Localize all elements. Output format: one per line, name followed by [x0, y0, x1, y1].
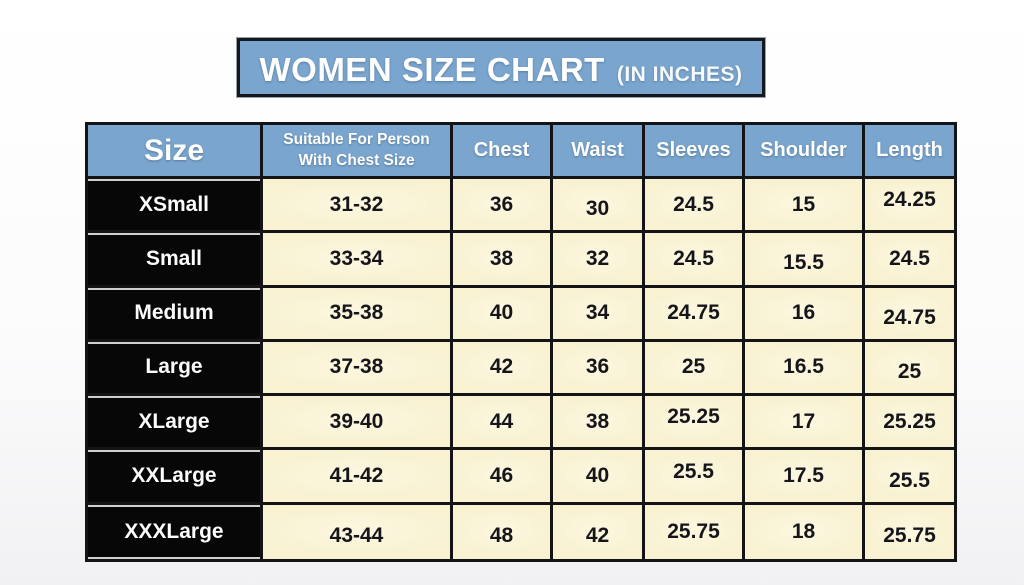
cell-xxlarge-waist: 40	[553, 450, 645, 505]
cell-xsmall-length: 24.25	[865, 179, 954, 234]
chart-title: WOMEN SIZE CHART	[259, 51, 605, 88]
size-label-large: Large	[88, 341, 263, 397]
size-label-small: Small	[88, 233, 263, 288]
column-header-chest: Chest	[453, 125, 553, 179]
cell-small-sleeves: 24.5	[645, 233, 745, 288]
cell-xlarge-sleeves: 25.25	[645, 396, 745, 451]
cell-medium-suitable: 35-38	[263, 287, 453, 342]
column-header-shoulder: Shoulder	[745, 125, 865, 179]
cell-xlarge-shoulder: 17	[745, 396, 865, 451]
cell-medium-chest: 40	[453, 287, 553, 342]
cell-xxlarge-shoulder: 17.5	[745, 450, 865, 505]
cell-large-length: 25	[865, 341, 954, 397]
cell-large-chest: 42	[453, 341, 553, 397]
cell-xxlarge-chest: 46	[453, 450, 553, 505]
cell-xsmall-sleeves: 24.5	[645, 179, 745, 234]
column-header-suitable-line1: Suitable For Person	[283, 131, 430, 149]
cell-xxxlarge-shoulder: 18	[745, 504, 865, 559]
cell-xsmall-shoulder: 15	[745, 179, 865, 234]
column-header-sleeves: Sleeves	[645, 125, 745, 179]
column-header-suitable-line2: With Chest Size	[298, 151, 415, 169]
cell-xxxlarge-chest: 48	[453, 504, 553, 559]
column-header-waist: Waist	[553, 125, 645, 179]
size-label-xlarge: XLarge	[88, 396, 263, 451]
cell-large-suitable: 37-38	[263, 341, 453, 397]
size-label-xsmall: XSmall	[88, 179, 263, 234]
column-header-size: Size	[88, 125, 263, 179]
cell-xlarge-chest: 44	[453, 396, 553, 451]
size-label-medium: Medium	[88, 287, 263, 342]
size-label-xxxlarge: XXXLarge	[88, 504, 263, 559]
cell-large-shoulder: 16.5	[745, 341, 865, 397]
cell-medium-sleeves: 24.75	[645, 287, 745, 342]
column-header-suitable-chest-size: Suitable For Person With Chest Size	[263, 125, 453, 179]
cell-small-chest: 38	[453, 233, 553, 288]
cell-xlarge-length: 25.25	[865, 396, 954, 451]
cell-xxlarge-suitable: 41-42	[263, 450, 453, 505]
cell-large-sleeves: 25	[645, 341, 745, 397]
chart-title-banner: WOMEN SIZE CHART (IN INCHES)	[237, 38, 765, 97]
cell-xxxlarge-sleeves: 25.75	[645, 504, 745, 559]
cell-xxlarge-length: 25.5	[865, 450, 954, 505]
cell-xlarge-suitable: 39-40	[263, 396, 453, 451]
cell-medium-waist: 34	[553, 287, 645, 342]
cell-xxlarge-sleeves: 25.5	[645, 450, 745, 505]
cell-xsmall-suitable: 31-32	[263, 179, 453, 234]
cell-xlarge-waist: 38	[553, 396, 645, 451]
cell-small-suitable: 33-34	[263, 233, 453, 288]
chart-title-units: (IN INCHES)	[616, 63, 743, 86]
cell-small-length: 24.5	[865, 233, 954, 288]
cell-xsmall-waist: 30	[553, 179, 645, 234]
size-label-xxlarge: XXLarge	[88, 450, 263, 505]
column-header-length: Length	[865, 125, 954, 179]
cell-xxxlarge-waist: 42	[553, 504, 645, 559]
cell-xxxlarge-suitable: 43-44	[263, 504, 453, 559]
cell-medium-shoulder: 16	[745, 287, 865, 342]
cell-large-waist: 36	[553, 341, 645, 397]
cell-xsmall-chest: 36	[453, 179, 553, 234]
cell-medium-length: 24.75	[865, 287, 954, 342]
cell-small-waist: 32	[553, 233, 645, 288]
size-chart-table: Size Suitable For Person With Chest Size…	[85, 122, 957, 562]
cell-small-shoulder: 15.5	[745, 233, 865, 288]
cell-xxxlarge-length: 25.75	[865, 504, 954, 559]
